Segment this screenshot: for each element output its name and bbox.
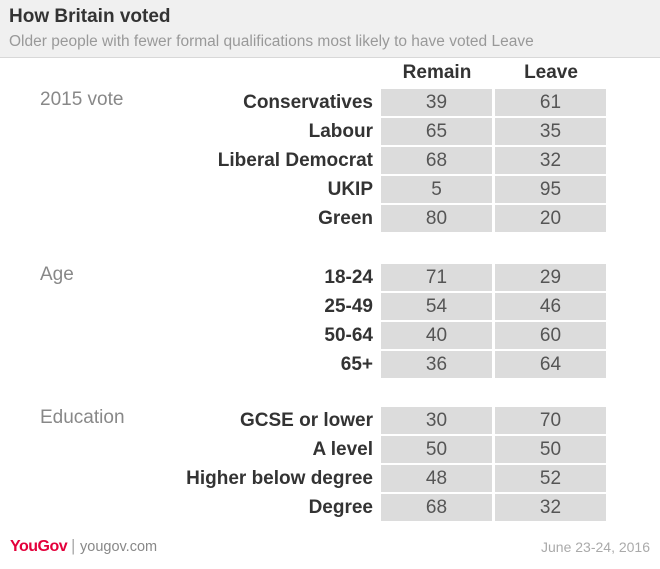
leave-value-cell: 60 (495, 322, 606, 349)
leave-value-cell: 50 (495, 436, 606, 463)
row-label: 65+ (340, 354, 373, 375)
group-label: 2015 vote (40, 89, 124, 110)
leave-value-cell: 32 (495, 147, 606, 174)
footer-site: yougov.com (80, 539, 158, 555)
chart-footer: YouGov | yougov.com June 23-24, 2016 (0, 532, 660, 569)
column-header-remain: Remain (402, 62, 472, 83)
remain-value-cell: 39 (381, 89, 492, 116)
row-label: Higher below degree (186, 468, 373, 489)
chart-subtitle: Older people with fewer formal qualifica… (9, 33, 534, 50)
remain-value-cell: 50 (381, 436, 492, 463)
remain-value-cell: 30 (381, 407, 492, 434)
leave-value-cell: 61 (495, 89, 606, 116)
chart-header: How Britain voted Older people with fewe… (0, 0, 660, 58)
row-label: UKIP (327, 179, 373, 200)
remain-value-cell: 68 (381, 494, 492, 521)
remain-value-cell: 65 (381, 118, 492, 145)
row-label: Degree (308, 497, 373, 518)
leave-value-cell: 29 (495, 264, 606, 291)
row-label: Liberal Democrat (217, 150, 373, 171)
row-label: Conservatives (243, 92, 373, 113)
row-label: 50-64 (324, 325, 373, 346)
footer-separator: | (71, 536, 76, 555)
leave-value-cell: 32 (495, 494, 606, 521)
leave-value-cell: 46 (495, 293, 606, 320)
row-label: 18-24 (324, 267, 373, 288)
remain-value-cell: 36 (381, 351, 492, 378)
remain-value-cell: 80 (381, 205, 492, 232)
leave-value-cell: 52 (495, 465, 606, 492)
remain-value-cell: 71 (381, 264, 492, 291)
leave-value-cell: 70 (495, 407, 606, 434)
remain-value-cell: 5 (381, 176, 492, 203)
remain-value-cell: 54 (381, 293, 492, 320)
row-label: Labour (308, 121, 373, 142)
row-label: 25-49 (324, 296, 373, 317)
remain-value-cell: 68 (381, 147, 492, 174)
leave-value-cell: 95 (495, 176, 606, 203)
group-label: Education (40, 407, 125, 428)
row-label: GCSE or lower (239, 410, 373, 431)
leave-value-cell: 64 (495, 351, 606, 378)
remain-value-cell: 48 (381, 465, 492, 492)
row-label: Green (318, 208, 373, 229)
footer-date: June 23-24, 2016 (541, 539, 650, 555)
group-label: Age (40, 264, 74, 285)
leave-value-cell: 35 (495, 118, 606, 145)
yougov-logo: YouGov (10, 538, 68, 555)
remain-value-cell: 40 (381, 322, 492, 349)
chart-title: How Britain voted (9, 6, 171, 27)
leave-value-cell: 20 (495, 205, 606, 232)
row-label: A level (312, 439, 373, 460)
column-header-leave: Leave (524, 62, 578, 83)
